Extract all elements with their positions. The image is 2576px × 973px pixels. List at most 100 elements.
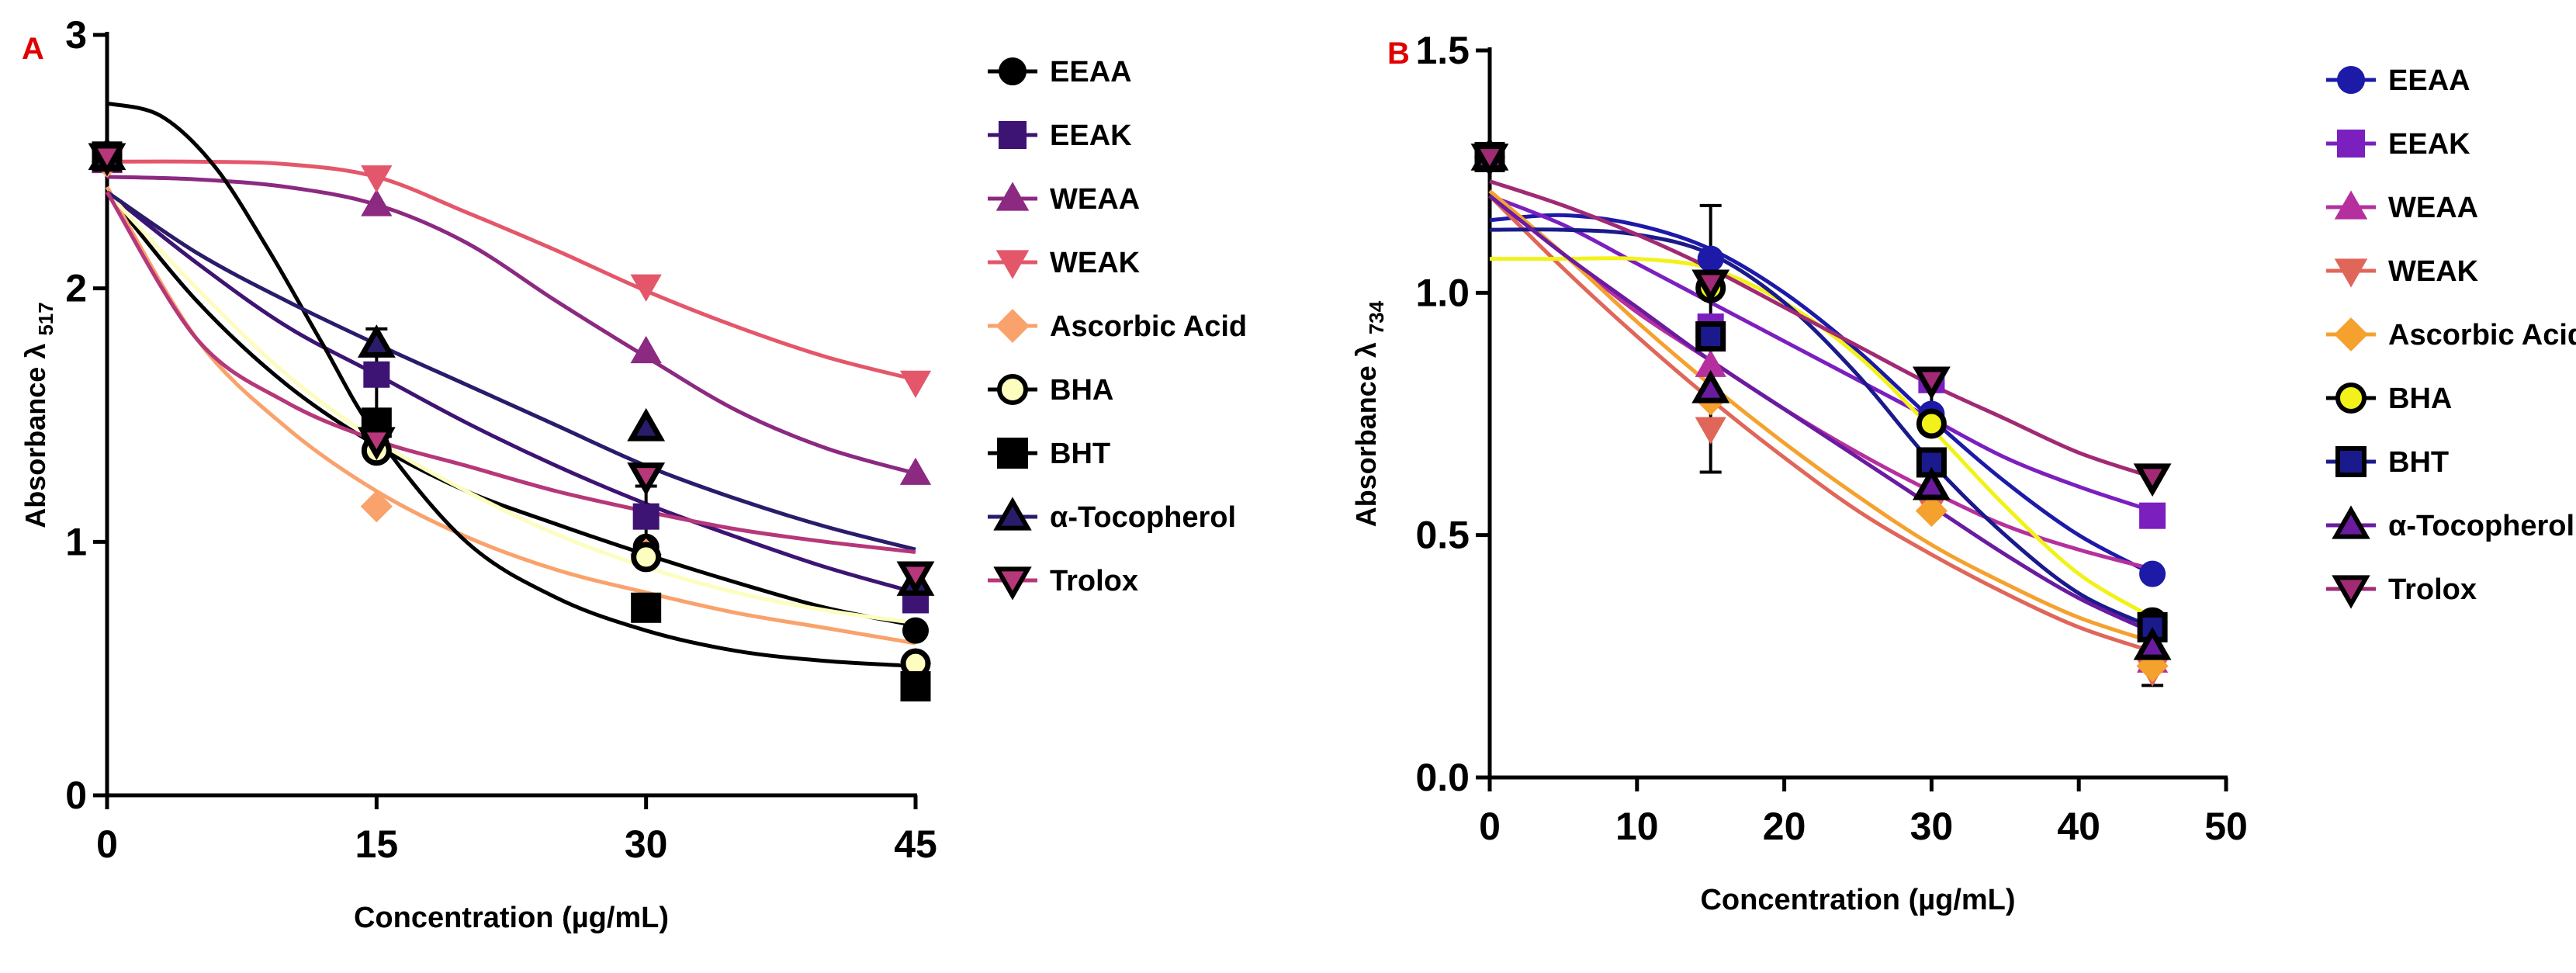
panel-letter: A (22, 32, 44, 66)
data-point-trolox (1912, 366, 1951, 400)
data-point-weak (1695, 417, 1726, 445)
data-point-eeaa (1697, 245, 1724, 272)
data-point-weaa (361, 189, 393, 216)
data-point-trolox (896, 561, 935, 595)
legend-label: EEAK (2388, 128, 2470, 161)
y-axis-label-main: Absorbance λ (1350, 334, 1382, 527)
x-tick-label: 30 (1910, 805, 1954, 848)
data-point-bha (1916, 408, 1947, 439)
x-tick-label: 45 (894, 822, 937, 866)
data-point-eeak (2139, 502, 2166, 529)
fit-curve-weak (1488, 194, 2153, 653)
legend-label: EEAA (2388, 64, 2470, 97)
data-point-tocopherol (627, 407, 666, 441)
legend-label: Trolox (2388, 573, 2477, 606)
x-tick-label: 20 (1763, 805, 1806, 848)
y-tick-label: 1.0 (1415, 271, 1470, 314)
legend-label: Trolox (1050, 565, 1138, 597)
data-point-tocopherol (1691, 369, 1730, 403)
legend-marker-weak (995, 250, 1030, 279)
legend-marker-bht (997, 438, 1028, 469)
data-point-trolox (2133, 463, 2172, 497)
legend-marker-bha (997, 374, 1028, 405)
data-point-trolox (1470, 144, 1509, 177)
data-point-trolox (357, 427, 396, 461)
data-point-eeak (632, 503, 660, 530)
legend-label: α-Tocopherol (2388, 510, 2574, 542)
data-point-weak (361, 165, 393, 193)
y-tick-label: 0 (65, 774, 87, 817)
y-tick-label: 1 (65, 520, 87, 563)
legend-label: α-Tocopherol (1050, 501, 1236, 534)
fit-curve-weaa (1488, 194, 2153, 571)
y-axis-label-main: Absorbance λ (19, 336, 51, 528)
fit-curve-bha (106, 190, 916, 625)
x-tick-label: 0 (96, 822, 118, 866)
legend-marker-eeak (2337, 130, 2365, 158)
y-tick-label: 0.0 (1415, 756, 1470, 799)
fit-curve-tocopherol (106, 190, 916, 552)
legend-marker-ascorbic-acid (2334, 317, 2368, 351)
legend-label: EEAK (1050, 119, 1132, 152)
y-axis-label-sub: 517 (34, 302, 57, 335)
data-point-eeak (363, 361, 390, 388)
x-tick-label: 30 (625, 822, 668, 866)
data-point-trolox (627, 462, 666, 496)
data-point-ascorbic-acid (360, 490, 393, 523)
panel-b: B 0.0 0.5 1.0 1.5 0 10 20 30 40 50 Concentration (µ… (1350, 29, 2576, 916)
data-point-bht (900, 671, 931, 702)
fit-curve-weaa (106, 175, 916, 476)
fit-curve-bht (1489, 227, 2154, 629)
data-point-weaa (630, 335, 662, 364)
data-point-tocopherol (1912, 466, 1951, 500)
x-tick-label: 0 (1479, 805, 1501, 848)
fit-curve-weak (106, 159, 916, 382)
data-point-weak (899, 370, 932, 398)
x-axis-label: Concentration (µg/mL) (354, 902, 669, 934)
fit-curve-trolox (1489, 179, 2153, 480)
x-axis-label: Concentration (µg/mL) (1700, 884, 2015, 916)
data-point-weaa (899, 457, 932, 485)
x-tick-label: 40 (2057, 805, 2100, 848)
legend-marker-trolox (993, 566, 1032, 601)
legend-label: BHT (1050, 438, 1110, 470)
data-point-bht (631, 592, 662, 623)
data-point-tocopherol (2133, 626, 2172, 660)
legend-marker-eeaa (2337, 66, 2365, 94)
legend-label: WEAA (2388, 192, 2478, 224)
data-point-trolox (1691, 269, 1730, 303)
legend-label: WEAK (2388, 255, 2479, 288)
fit-curve-ascorbic-acid (1488, 189, 2153, 644)
legend-label: EEAA (1050, 56, 1132, 88)
y-tick-label: 2 (65, 267, 87, 310)
data-point-bht (1695, 321, 1726, 352)
legend-label: BHA (1050, 374, 1113, 407)
legend-label: Ascorbic Acid (1050, 310, 1247, 343)
y-axis-label-sub: 734 (1365, 300, 1388, 334)
y-tick-label: 0.5 (1415, 514, 1470, 557)
legend-label: WEAA (1050, 183, 1140, 216)
y-tick-label: 1.5 (1415, 29, 1470, 72)
legend-marker-tocopherol (993, 497, 1032, 531)
data-point-tocopherol (357, 324, 396, 358)
fit-curve-ascorbic-acid (105, 185, 916, 646)
y-tick-label: 3 (65, 13, 87, 57)
data-point-bha (631, 542, 662, 573)
legend-marker-tocopherol (2332, 505, 2370, 539)
y-axis-label: Absorbance λ 517 (19, 302, 57, 528)
legend-marker-weak (2334, 258, 2368, 288)
data-point-eeaa (902, 617, 929, 644)
fit-curve-tocopherol (1488, 194, 2154, 634)
data-point-ascorbic-acid (1915, 494, 1948, 528)
fit-curve-bht (106, 101, 916, 668)
legend-marker-bht (2335, 446, 2367, 477)
x-tick-label: 50 (2204, 805, 2248, 848)
fit-curve-eeaa (1489, 213, 2154, 576)
legend-label: WEAK (1050, 247, 1141, 279)
data-point-trolox (88, 143, 126, 177)
data-point-weak (630, 274, 662, 302)
legend-label: BHA (2388, 383, 2452, 415)
data-point-eeaa (2139, 560, 2166, 587)
legend-label: Ascorbic Acid (2388, 319, 2576, 351)
